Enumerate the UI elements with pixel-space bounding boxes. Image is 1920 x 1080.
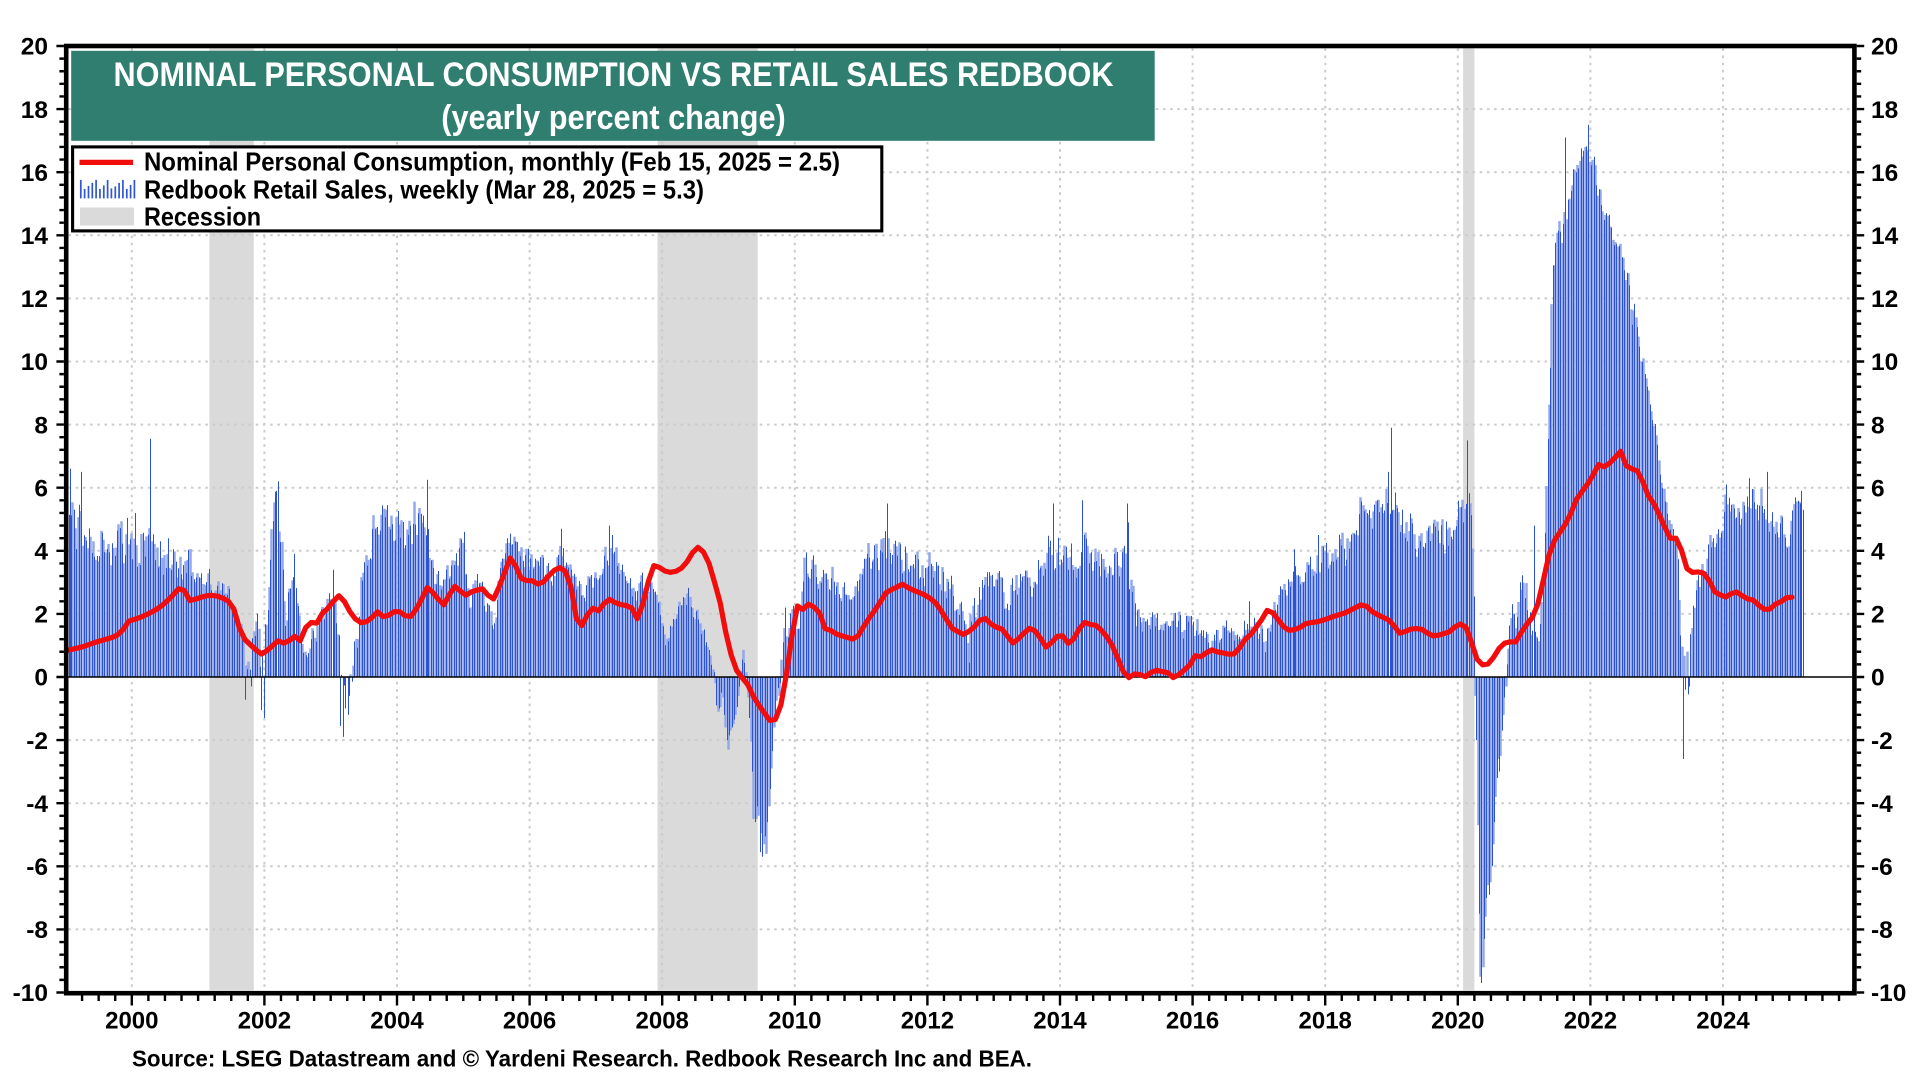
svg-text:2006: 2006 — [503, 1008, 556, 1035]
svg-text:8: 8 — [1871, 412, 1885, 439]
svg-text:2000: 2000 — [105, 1008, 158, 1035]
svg-text:-10: -10 — [1871, 980, 1906, 1007]
svg-text:2018: 2018 — [1299, 1008, 1352, 1035]
svg-text:0: 0 — [34, 665, 48, 692]
svg-text:12: 12 — [21, 286, 48, 313]
svg-text:18: 18 — [21, 97, 48, 124]
svg-text:2022: 2022 — [1564, 1008, 1617, 1035]
svg-text:-4: -4 — [1871, 791, 1893, 818]
svg-text:NOMINAL PERSONAL CONSUMPTION V: NOMINAL PERSONAL CONSUMPTION VS RETAIL S… — [114, 56, 1114, 94]
svg-text:-6: -6 — [1871, 854, 1893, 881]
svg-text:2012: 2012 — [901, 1008, 954, 1035]
svg-text:4: 4 — [1871, 539, 1885, 566]
svg-text:12: 12 — [1871, 286, 1898, 313]
svg-text:-8: -8 — [26, 917, 48, 944]
svg-text:(yearly percent change): (yearly percent change) — [441, 99, 786, 137]
svg-text:14: 14 — [21, 223, 49, 250]
svg-text:16: 16 — [1871, 160, 1898, 187]
svg-text:-6: -6 — [26, 854, 48, 881]
svg-text:2014: 2014 — [1033, 1008, 1087, 1035]
svg-text:6: 6 — [34, 475, 48, 502]
svg-text:2002: 2002 — [238, 1008, 291, 1035]
svg-text:20: 20 — [21, 34, 48, 61]
svg-text:2024: 2024 — [1696, 1008, 1750, 1035]
svg-text:16: 16 — [21, 160, 48, 187]
svg-text:-2: -2 — [26, 728, 48, 755]
svg-text:Recession: Recession — [144, 202, 261, 232]
svg-text:Redbook Retail Sales, weekly (: Redbook Retail Sales, weekly (Mar 28, 20… — [144, 174, 704, 204]
svg-text:2: 2 — [1871, 602, 1885, 629]
svg-text:-10: -10 — [13, 980, 48, 1007]
svg-text:Source: LSEG Datastream and ©: Source: LSEG Datastream and © Yardeni Re… — [132, 1046, 1032, 1072]
svg-text:2: 2 — [34, 602, 48, 629]
svg-text:-4: -4 — [26, 791, 48, 818]
svg-text:10: 10 — [21, 349, 48, 376]
svg-text:4: 4 — [34, 539, 48, 566]
svg-text:20: 20 — [1871, 34, 1898, 61]
svg-text:8: 8 — [34, 412, 48, 439]
svg-text:10: 10 — [1871, 349, 1898, 376]
svg-text:2004: 2004 — [370, 1008, 424, 1035]
svg-text:2010: 2010 — [768, 1008, 821, 1035]
svg-text:6: 6 — [1871, 475, 1885, 502]
svg-text:2020: 2020 — [1431, 1008, 1484, 1035]
svg-text:-2: -2 — [1871, 728, 1893, 755]
svg-text:-8: -8 — [1871, 917, 1893, 944]
svg-text:2016: 2016 — [1166, 1008, 1219, 1035]
svg-text:2008: 2008 — [636, 1008, 689, 1035]
svg-text:14: 14 — [1871, 223, 1899, 250]
svg-text:Nominal Personal Consumption,: Nominal Personal Consumption, monthly (F… — [144, 146, 840, 176]
svg-text:0: 0 — [1871, 665, 1885, 692]
svg-text:18: 18 — [1871, 97, 1898, 124]
